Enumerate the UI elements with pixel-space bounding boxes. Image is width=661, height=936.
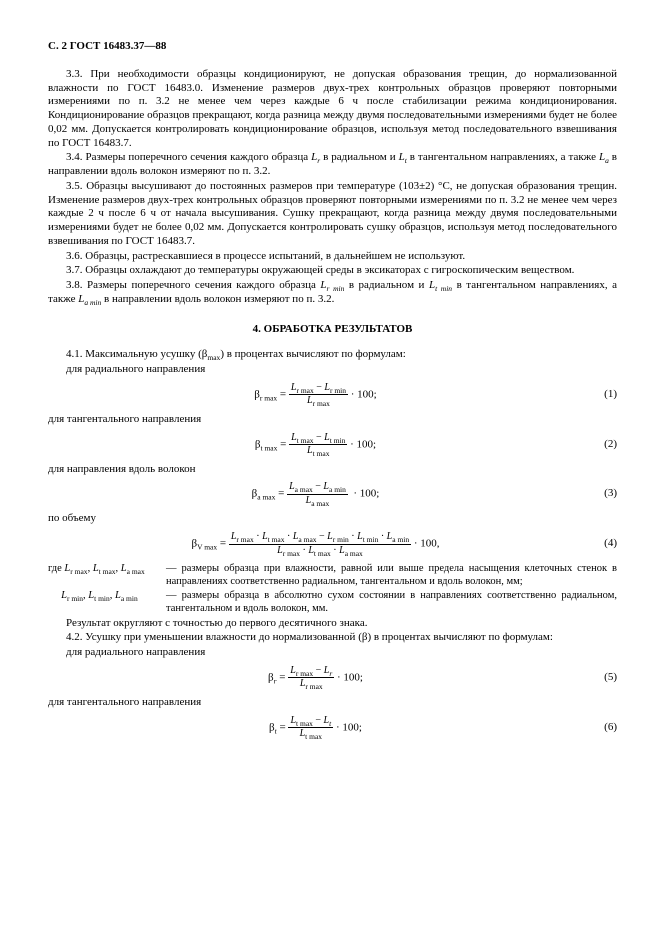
for-radial-1: для радиального направления (48, 363, 617, 377)
equation-4: βV max = Lr max · Lt max · La max − Lr m… (48, 532, 617, 556)
where2-right: — размеры образца в абсолютно сухом сост… (166, 589, 617, 615)
para-3-8: 3.8. Размеры поперечного сечения каждого… (48, 279, 617, 307)
para-3-4: 3.4. Размеры поперечного сечения каждого… (48, 151, 617, 179)
where-row-1: где Lr max, Lt max, La max — размеры обр… (48, 562, 617, 588)
where-row-2: Lr min, Lt min, La min — размеры образца… (48, 589, 617, 615)
p38-b: в радиальном и (344, 279, 429, 291)
for-radial-2: для радиального направления (48, 646, 617, 660)
para-3-7: 3.7. Образцы охлаждают до температуры ок… (48, 264, 617, 278)
eq6-body: βt = Lt max − Lt Lt max · 100; (48, 716, 583, 740)
for-along-1: для направления вдоль волокон (48, 463, 617, 477)
page-header: С. 2 ГОСТ 16483.37—88 (48, 40, 617, 54)
equation-6: βt = Lt max − Lt Lt max · 100; (6) (48, 716, 617, 740)
eq1-num: (1) (583, 388, 617, 402)
eq3-body: βa max = La max − La min La max · 100; (48, 482, 583, 506)
eq6-frac: Lt max − Lt Lt max (288, 716, 333, 740)
p41-sub: max (207, 353, 220, 362)
eq1-eq: = (277, 388, 289, 400)
eq4-frac: Lr max · Lt max · La max − Lr min · Lt m… (229, 532, 411, 556)
p41-a: 4.1. Максимальную усушку (β (66, 348, 207, 360)
para-3-5: 3.5. Образцы высушивают до постоянных ра… (48, 180, 617, 249)
eq1-body: βr max = Lr max − Lr min Lr max · 100; (48, 383, 583, 407)
para-4-1: 4.1. Максимальную усушку (βmax) в процен… (48, 348, 617, 362)
where2-left: Lr min, Lt min, La min (48, 589, 166, 615)
eq2-num: (2) (583, 438, 617, 452)
for-tang-1: для тангентального направления (48, 413, 617, 427)
section-4-title: 4. ОБРАБОТКА РЕЗУЛЬТАТОВ (48, 323, 617, 337)
p34-a: 3.4. Размеры поперечного сечения каждого… (66, 151, 311, 163)
eq1-tail: · 100; (351, 388, 377, 400)
para-3-6: 3.6. Образцы, растрескавшиеся в процессе… (48, 250, 617, 264)
equation-5: βr = Lr max − Lr Lr max · 100; (5) (48, 666, 617, 690)
eq6-num: (6) (583, 721, 617, 735)
eq3-frac: La max − La min La max (287, 482, 348, 506)
eq4-body: βV max = Lr max · Lt max · La max − Lr m… (48, 532, 583, 556)
equation-1: βr max = Lr max − Lr min Lr max · 100; (… (48, 383, 617, 407)
p38-d: в направлении вдоль волокон измеряют по … (101, 293, 334, 305)
for-tang-2: для тангентального направления (48, 696, 617, 710)
for-volume: по объему (48, 512, 617, 526)
equation-3: βa max = La max − La min La max · 100; (… (48, 482, 617, 506)
p38-a: 3.8. Размеры поперечного сечения каждого… (66, 279, 320, 291)
eq1-beta-sub: r max (260, 393, 277, 402)
where1-right: — размеры образца при влажности, равной … (166, 562, 617, 588)
eq2-body: βt max = Lt max − Lt min Lt max · 100; (48, 433, 583, 457)
p34-c: в тангентальном направлениях, а также (407, 151, 599, 163)
eq1-frac: Lr max − Lr min Lr max (289, 383, 348, 407)
para-4-2: 4.2. Усушку при уменьшении влажности до … (48, 631, 617, 645)
where1-left: где Lr max, Lt max, La max (48, 562, 166, 588)
para-3-3: 3.3. При необходимости образцы кондицион… (48, 68, 617, 151)
p41-b: ) в процентах вычисляют по формулам: (220, 348, 406, 360)
eq5-num: (5) (583, 671, 617, 685)
eq5-body: βr = Lr max − Lr Lr max · 100; (48, 666, 583, 690)
eq4-num: (4) (583, 537, 617, 551)
p34-b: в радиальном и (320, 151, 398, 163)
eq5-frac: Lr max − Lr Lr max (288, 666, 334, 690)
page: С. 2 ГОСТ 16483.37—88 3.3. При необходим… (0, 0, 661, 936)
para-round: Результат округляют с точностью до перво… (48, 617, 617, 631)
equation-2: βt max = Lt max − Lt min Lt max · 100; (… (48, 433, 617, 457)
eq2-frac: Lt max − Lt min Lt max (289, 433, 347, 457)
eq3-num: (3) (583, 487, 617, 501)
